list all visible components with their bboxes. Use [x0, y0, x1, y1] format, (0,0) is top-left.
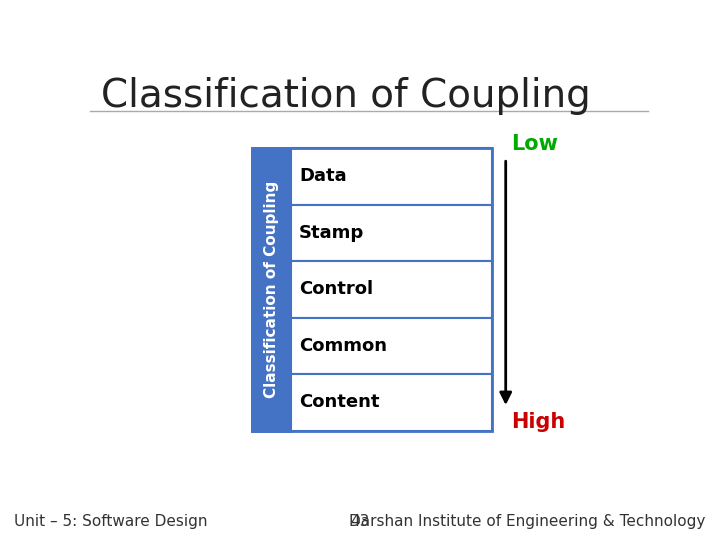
- Text: High: High: [511, 412, 565, 432]
- FancyBboxPatch shape: [291, 318, 492, 374]
- Text: Unit – 5: Software Design: Unit – 5: Software Design: [14, 514, 208, 529]
- FancyBboxPatch shape: [291, 205, 492, 261]
- Text: Low: Low: [511, 134, 558, 154]
- Text: Control: Control: [300, 280, 374, 298]
- Text: 43: 43: [351, 514, 369, 529]
- Text: Classification of Coupling: Classification of Coupling: [101, 77, 591, 115]
- Text: Classification of Coupling: Classification of Coupling: [264, 181, 279, 398]
- Text: Content: Content: [300, 394, 379, 411]
- FancyBboxPatch shape: [291, 374, 492, 431]
- Text: Common: Common: [300, 337, 387, 355]
- Text: Data: Data: [300, 167, 347, 185]
- FancyBboxPatch shape: [291, 148, 492, 205]
- FancyBboxPatch shape: [291, 261, 492, 318]
- Text: Stamp: Stamp: [300, 224, 364, 242]
- Text: Darshan Institute of Engineering & Technology: Darshan Institute of Engineering & Techn…: [349, 514, 706, 529]
- FancyBboxPatch shape: [252, 148, 291, 431]
